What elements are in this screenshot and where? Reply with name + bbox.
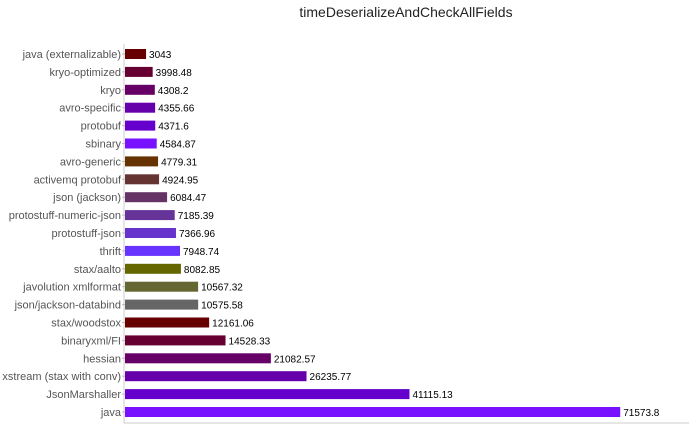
value-label: 7366.96 [179,229,216,240]
category-label: sbinary [86,139,122,151]
bar [125,156,159,167]
bar [125,371,307,382]
bar [125,299,199,310]
category-label: thrift [100,246,121,258]
value-label: 41115.13 [412,390,453,401]
bar [125,281,199,292]
category-label: javolution xmlformat [22,282,121,294]
value-label: 14528.33 [229,336,271,347]
category-label: stax/aalto [74,264,121,276]
bar [125,102,156,113]
value-label: 8082.85 [184,265,221,276]
chart-title: timeDeserializeAndCheckAllFields [299,4,512,20]
category-label: protostuff-json [51,228,121,240]
category-label: json/jackson-databind [14,300,121,312]
category-label: activemq protobuf [34,174,122,186]
bar [125,49,147,59]
category-label: java (externalizable) [22,49,121,61]
value-label: 12161.06 [212,319,254,330]
value-label: 26235.77 [310,372,352,383]
category-label: avro-generic [60,156,122,168]
value-label: 10567.32 [201,283,243,294]
category-label: protostuff-numeric-json [9,210,121,222]
category-label: stax/woodstox [51,318,121,330]
value-label: 4779.31 [161,157,198,168]
category-label: json (jackson) [52,192,121,204]
category-label: java [100,407,122,419]
value-label: 10575.58 [201,301,243,312]
bar [125,389,410,400]
bar [125,66,153,77]
value-label: 4355.66 [158,104,195,115]
value-label: 21082.57 [274,354,316,365]
bar [125,407,621,417]
bar [125,192,168,203]
category-label: kryo [100,85,121,97]
value-label: 6084.47 [170,193,207,204]
category-label: xstream (stax with conv) [2,371,121,383]
value-label: 4584.87 [160,140,197,151]
bar [125,335,226,346]
bar [125,210,175,221]
category-label: binaryxml/FI [61,335,121,347]
category-label: hessian [83,353,121,365]
bar [125,353,271,364]
bar [125,138,157,149]
value-label: 4308.2 [158,86,189,97]
bar [125,120,156,131]
bar [125,84,155,95]
bar [125,174,160,185]
value-label: 4924.95 [162,175,199,186]
bar [125,263,181,274]
category-label: avro-specific [59,103,121,115]
value-label: 3998.48 [156,68,193,79]
category-label: protobuf [81,121,122,133]
category-label: JsonMarshaller [46,389,121,401]
category-label: kryo-optimized [49,67,121,79]
value-label: 4371.6 [158,122,189,133]
value-label: 7185.39 [178,211,215,222]
bar [125,317,210,328]
value-label: 7948.74 [183,247,220,258]
bar [125,228,176,238]
value-label: 71573.8 [623,408,660,419]
bar [125,245,180,256]
bars-group: java (externalizable) 3043 kryo-optimized 3… [2,49,660,419]
value-label: 3043 [149,50,172,61]
